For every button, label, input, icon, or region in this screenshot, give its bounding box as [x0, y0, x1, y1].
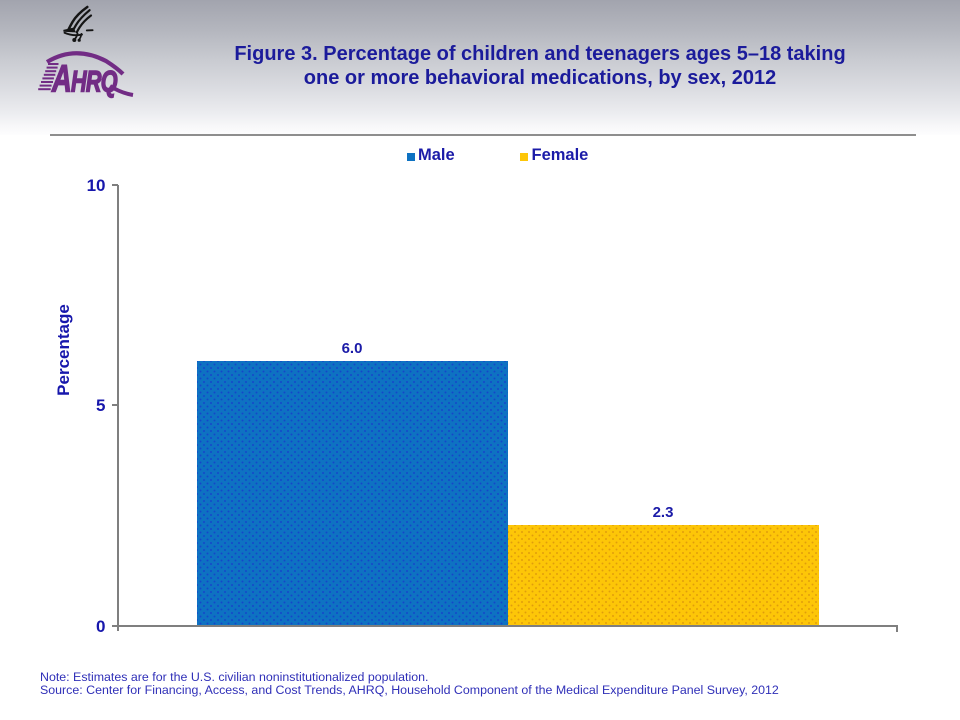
svg-text:AHRQ: AHRQ	[51, 58, 117, 100]
